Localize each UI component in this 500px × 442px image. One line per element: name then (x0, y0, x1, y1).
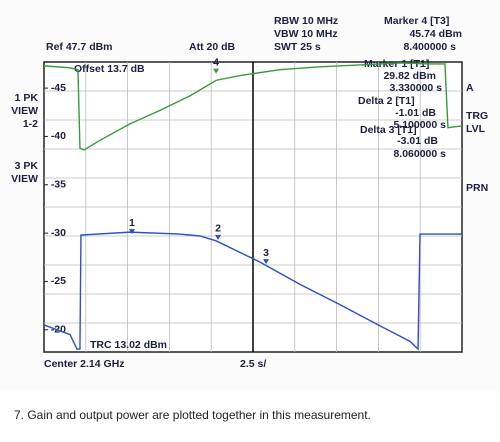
delta3: Delta 3 [T1] (360, 124, 417, 136)
trc: TRC 13.02 dBm (90, 339, 167, 351)
y-tick-label: -45 (51, 82, 66, 94)
trace (43, 62, 463, 151)
offset: Offset 13.7 dB (74, 63, 145, 75)
delta2-time: 5.100000 s (393, 119, 446, 131)
side-label: VIEW (11, 105, 38, 117)
delta3-level: -3.01 dB (397, 135, 438, 147)
delta2-level: -1.01 dB (395, 107, 436, 119)
delta2: Delta 2 [T1] (358, 95, 415, 107)
marker-label: 4 (213, 56, 219, 68)
side-label: 1-2 (23, 118, 38, 130)
span: 2.5 s/ (240, 358, 266, 370)
side-label: VIEW (11, 173, 38, 185)
marker (213, 68, 220, 74)
marker (263, 259, 270, 265)
marker-label: 1 (129, 217, 135, 229)
y-tick-label: -25 (51, 275, 66, 287)
side-label: 1 PK (15, 92, 39, 104)
marker4-level: 45.74 dBm (409, 28, 462, 40)
vbw: VBW 10 MHz (274, 28, 338, 40)
marker4-time: 8.400000 s (403, 41, 456, 53)
marker (215, 234, 222, 240)
marker4: Marker 4 [T3] (384, 15, 449, 27)
swt: SWT 25 s (274, 41, 321, 53)
side-label: LVL (466, 123, 486, 135)
rbw: RBW 10 MHz (274, 15, 338, 27)
marker1-time: 3.330000 s (389, 82, 442, 94)
y-tick-label: -20 (51, 324, 66, 336)
marker1-level: 29.82 dBm (383, 70, 436, 82)
att: Att 20 dB (189, 41, 236, 53)
trace (43, 231, 462, 351)
marker-label: 3 (263, 247, 269, 259)
side-label: 3 PK (15, 160, 39, 172)
marker-label: 2 (215, 223, 221, 235)
side-label: TRG (466, 110, 488, 122)
caption: 7. Gain and output power are plotted tog… (14, 408, 371, 422)
side-label: PRN (466, 182, 488, 194)
y-tick-label: -30 (51, 227, 66, 239)
delta3-time: 8.060000 s (393, 148, 446, 160)
side-label: A (466, 82, 474, 94)
center: Center 2.14 GHz (44, 358, 125, 370)
y-tick-label: -40 (51, 130, 66, 142)
ref: Ref 47.7 dBm (46, 41, 113, 53)
marker (128, 229, 135, 235)
y-tick-label: -35 (51, 179, 66, 191)
